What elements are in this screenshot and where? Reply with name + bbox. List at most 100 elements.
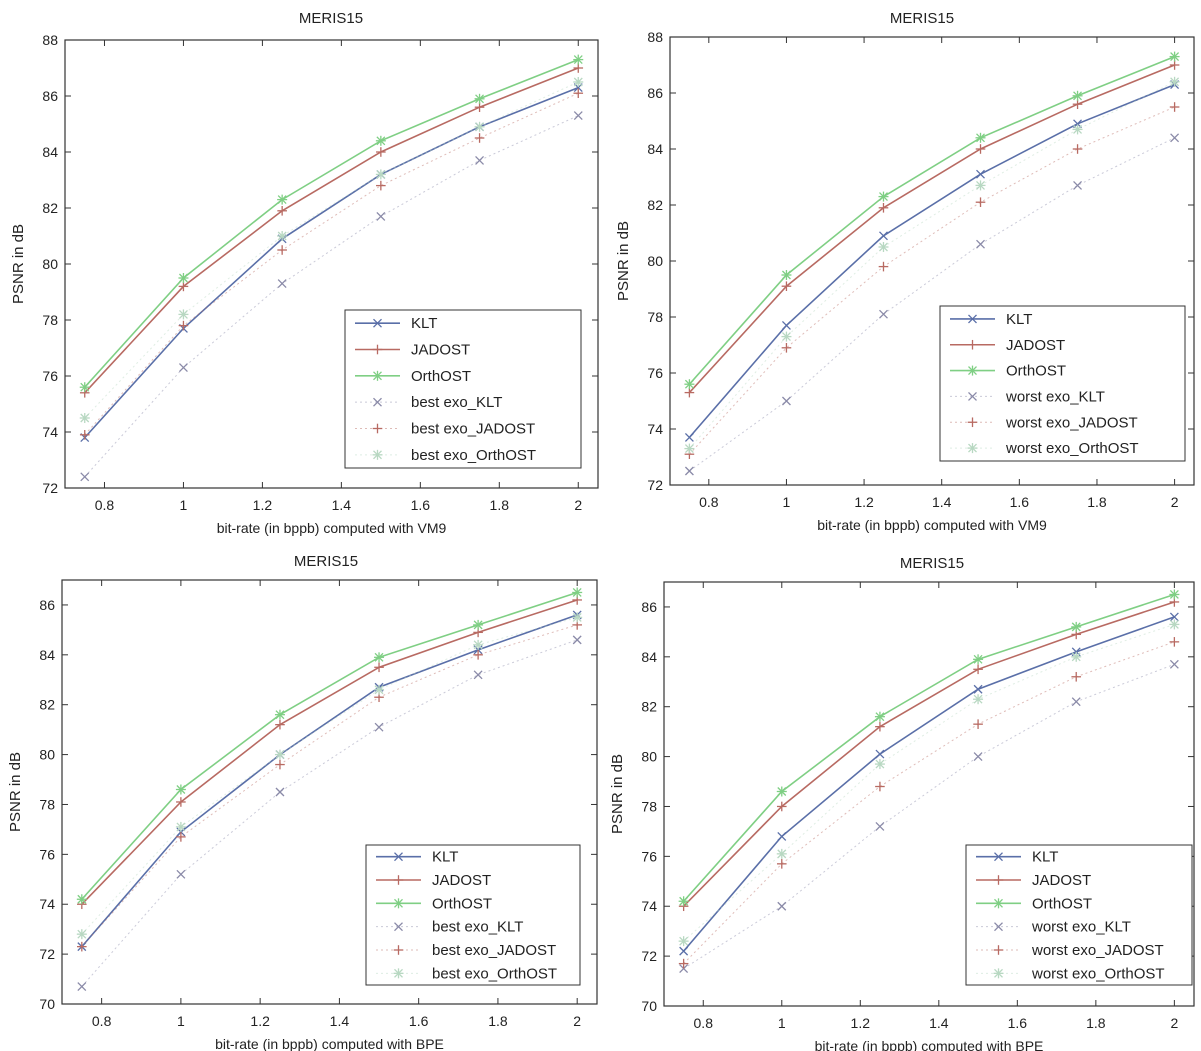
y-tick-label: 84 (42, 144, 58, 160)
y-axis-label: PSNR in dB (10, 224, 27, 304)
data-point (473, 639, 484, 650)
chart-title: MERIS15 (890, 10, 954, 27)
x-tick-label: 1.6 (411, 497, 431, 513)
series-exo-jadost (678, 637, 1180, 969)
legend-marker (393, 968, 404, 979)
x-tick-label: 1.2 (854, 494, 874, 510)
legend-marker (993, 898, 1004, 909)
data-point (80, 472, 90, 482)
series-exo-jadost (79, 88, 584, 440)
y-tick-label: 88 (42, 32, 58, 48)
data-point (79, 382, 90, 393)
data-point (679, 964, 689, 974)
data-point (1169, 60, 1180, 70)
legend-label: best exo_KLT (432, 919, 523, 936)
y-tick-label: 80 (641, 749, 657, 765)
data-point (573, 111, 583, 121)
series-exo-klt (679, 659, 1179, 974)
series-jadost (684, 60, 1180, 398)
series-exo-klt (80, 111, 583, 482)
data-point (376, 180, 386, 191)
x-tick-label: 1.4 (330, 1013, 350, 1029)
data-point (678, 958, 689, 969)
y-tick-label: 84 (647, 141, 663, 157)
legend-marker (373, 397, 382, 407)
legend-marker (394, 852, 403, 862)
data-point (275, 787, 285, 797)
data-point (374, 722, 384, 732)
x-tick-label: 1.8 (488, 1013, 508, 1029)
data-point (781, 270, 792, 280)
data-point (684, 443, 695, 454)
x-tick-label: 1.2 (851, 1015, 871, 1031)
data-point (572, 587, 583, 598)
data-point (474, 93, 485, 104)
data-point (878, 261, 889, 272)
data-point (879, 231, 888, 241)
series-dotted-line (81, 624, 578, 947)
y-tick-label: 72 (641, 948, 657, 964)
data-point (176, 797, 186, 807)
legend-marker (394, 922, 403, 932)
data-point (781, 343, 792, 353)
data-point (1073, 180, 1083, 190)
data-point (572, 612, 583, 623)
legend-marker (968, 314, 977, 324)
data-point (781, 331, 792, 342)
legend-marker (993, 968, 1004, 979)
data-point (973, 694, 984, 705)
data-point (474, 121, 485, 132)
data-point (973, 719, 983, 729)
x-tick-label: 1.6 (409, 1013, 429, 1029)
legend-box (965, 844, 1193, 986)
y-tick-label: 86 (42, 88, 58, 104)
x-tick-label: 0.8 (92, 1013, 112, 1029)
series-jadost (77, 595, 582, 910)
data-point (474, 102, 485, 112)
legend-marker (993, 945, 1004, 955)
y-tick-label: 70 (641, 998, 657, 1014)
x-axis-label: bit-rate (in bppb) computed with BPE (815, 1038, 1044, 1051)
legend-marker (967, 365, 978, 376)
series-orthost (79, 54, 584, 393)
legend-label: worst exo_KLT (1005, 388, 1105, 405)
data-point (277, 194, 288, 205)
data-point (973, 664, 983, 675)
y-tick-label: 78 (647, 309, 663, 325)
data-point (374, 662, 384, 673)
data-point (1072, 90, 1083, 101)
legend-box (939, 305, 1186, 462)
series-dotted-line (84, 115, 579, 478)
data-point (473, 650, 483, 660)
legend-marker (372, 449, 383, 460)
x-tick-label: 0.8 (699, 494, 719, 510)
data-point (976, 239, 985, 249)
data-point (1169, 51, 1180, 62)
data-point (178, 309, 189, 320)
series-orthost (76, 587, 583, 905)
series-exo-klt (684, 133, 1180, 476)
legend-box (344, 309, 582, 469)
series-exo-jadost (684, 102, 1180, 459)
data-point (176, 832, 186, 842)
data-point (275, 759, 285, 770)
y-axis-label: PSNR in dB (7, 752, 24, 832)
data-point (178, 363, 188, 373)
legend-label: best exo_OrthOST (432, 965, 557, 982)
x-tick-label: 1 (783, 494, 791, 510)
legend-label: best exo_JADOST (411, 421, 535, 438)
y-tick-label: 76 (647, 365, 663, 381)
y-tick-label: 78 (39, 796, 55, 812)
y-tick-label: 76 (39, 846, 55, 862)
series-line (84, 86, 579, 439)
series-dotted-line (84, 92, 579, 436)
series-dotted-line (683, 623, 1175, 942)
data-point (175, 821, 186, 832)
data-point (1169, 102, 1180, 112)
legend-marker (994, 922, 1003, 932)
series-exo-jadost (77, 620, 582, 952)
series-exo-orthost (684, 76, 1180, 454)
x-tick-label: 0.8 (694, 1015, 714, 1031)
